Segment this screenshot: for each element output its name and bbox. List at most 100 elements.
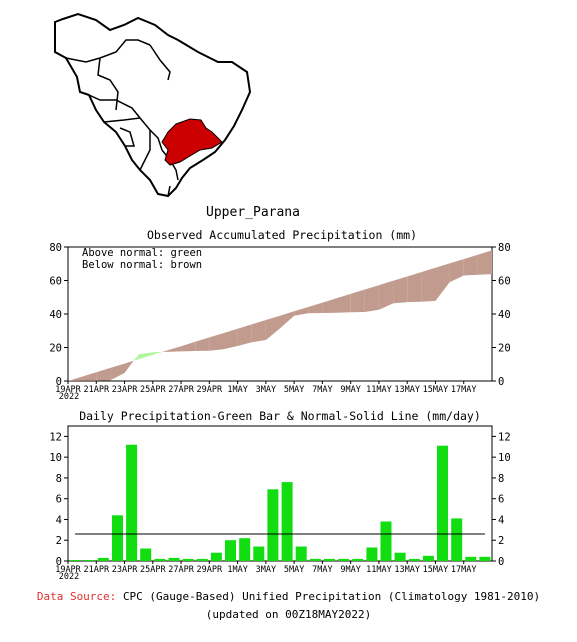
acc-x-label: 13MAY xyxy=(394,385,420,395)
acc-x-label: 1MAY xyxy=(227,385,247,395)
acc-x-label: 25APR xyxy=(140,385,166,395)
daily-y-label: 4 xyxy=(56,514,62,526)
acc-y-label: 40 xyxy=(49,309,62,321)
acc-y-label: 60 xyxy=(49,276,62,288)
daily-x-label: 25APR xyxy=(140,565,166,575)
daily-bar xyxy=(366,547,378,561)
below-normal-area xyxy=(166,346,182,352)
daily-y-label: 12 xyxy=(49,431,62,443)
below-normal-area xyxy=(463,254,478,276)
below-normal-area xyxy=(181,341,196,352)
acc-chart-title: Observed Accumulated Precipitation (mm) xyxy=(147,228,417,242)
acc-y-label: 60 xyxy=(498,276,511,288)
daily-bar xyxy=(338,558,350,561)
below-normal-area xyxy=(294,307,309,316)
updated-line: (updated on 00Z18MAY2022) xyxy=(205,608,372,621)
below-normal-area xyxy=(223,328,238,350)
daily-bar xyxy=(112,515,123,561)
daily-bar xyxy=(394,552,406,561)
daily-x-year: 2022 xyxy=(59,572,79,582)
acc-y-axis: 0 0 20 20 40 40 60 60 80 80 xyxy=(49,242,510,388)
daily-y-axis: 0 0 2 2 4 4 6 6 8 8 10 10 12 12 xyxy=(49,431,510,568)
daily-bar xyxy=(225,540,236,561)
acc-y-label: 20 xyxy=(49,343,62,355)
daily-bar xyxy=(324,558,335,561)
daily-x-label: 7MAY xyxy=(312,565,332,575)
acc-y-label: 20 xyxy=(498,343,511,355)
below-normal-area xyxy=(336,293,351,313)
daily-bar xyxy=(83,560,95,561)
daily-x-axis: 19APR 21APR 23APR 25APR 27APR 29APR 1MAY 3MAY 5M… xyxy=(55,561,477,575)
daily-y-label: 8 xyxy=(498,473,504,485)
daily-y-label: 4 xyxy=(498,514,504,526)
acc-x-label: 19APR xyxy=(55,385,81,395)
acc-y-label: 80 xyxy=(49,242,62,254)
below-normal-area xyxy=(378,280,394,310)
acc-y-label: 40 xyxy=(498,309,511,321)
daily-bar xyxy=(154,558,166,561)
below-normal-area xyxy=(407,272,422,303)
daily-x-label: 19APR xyxy=(55,565,81,575)
daily-x-label: 17MAY xyxy=(451,565,477,575)
daily-x-label: 3MAY xyxy=(256,565,276,575)
below-normal-area xyxy=(110,363,125,381)
below-normal-area xyxy=(162,350,167,352)
above-normal-area xyxy=(152,352,163,355)
daily-bar xyxy=(437,445,448,561)
data-source-label: Data Source: xyxy=(36,590,117,603)
daily-bar xyxy=(253,546,265,561)
daily-y-label: 8 xyxy=(56,473,62,485)
daily-bar xyxy=(126,444,138,561)
daily-bar xyxy=(69,560,81,561)
daily-bar xyxy=(352,558,364,561)
daily-bar xyxy=(295,546,307,561)
daily-bar xyxy=(267,489,279,561)
daily-x-label: 27APR xyxy=(168,565,194,575)
daily-bar xyxy=(210,552,222,561)
daily-bar xyxy=(168,557,180,561)
daily-y-label: 6 xyxy=(498,494,504,506)
below-normal-area xyxy=(350,289,365,313)
daily-chart-title: Daily Precipitation-Green Bar & Normal-S… xyxy=(79,409,481,423)
daily-bar xyxy=(380,521,392,561)
below-normal-area xyxy=(308,302,323,314)
daily-bar xyxy=(451,518,463,561)
daily-x-label: 13MAY xyxy=(394,565,420,575)
daily-y-label: 0 xyxy=(498,556,504,568)
acc-x-label: 9MAY xyxy=(340,385,360,395)
daily-y-label: 12 xyxy=(498,431,511,443)
daily-y-label: 2 xyxy=(498,535,504,547)
daily-bar xyxy=(309,558,321,561)
acc-x-label: 29APR xyxy=(197,385,223,395)
above-normal-area xyxy=(138,352,153,360)
daily-y-label: 10 xyxy=(498,452,511,464)
daily-y-label: 10 xyxy=(49,452,62,464)
daily-bar xyxy=(140,548,152,561)
below-normal-area xyxy=(96,367,111,381)
data-source-line: Data Source: CPC (Gauge-Based) Unified P… xyxy=(0,590,577,603)
daily-bar xyxy=(281,482,293,561)
acc-x-label: 21APR xyxy=(83,385,109,395)
acc-x-year: 2022 xyxy=(59,392,79,402)
below-normal-area xyxy=(449,259,464,283)
daily-bar xyxy=(182,558,194,561)
daily-x-label: 9MAY xyxy=(340,565,360,575)
acc-areas xyxy=(68,250,492,381)
below-normal-area xyxy=(251,320,266,343)
acc-x-label: 17MAY xyxy=(451,385,477,395)
below-normal-area xyxy=(435,263,450,301)
daily-bar xyxy=(97,557,109,561)
daily-bar xyxy=(479,556,491,561)
below-normal-area xyxy=(68,376,83,381)
daily-bar xyxy=(408,558,420,561)
acc-x-label: 27APR xyxy=(168,385,194,395)
data-source-text: CPC (Gauge-Based) Unified Precipitation … xyxy=(122,590,541,603)
below-normal-area xyxy=(265,315,280,340)
continent-outline xyxy=(54,12,252,198)
acc-y-label: 80 xyxy=(498,242,511,254)
below-normal-area xyxy=(477,250,492,275)
below-normal-area xyxy=(195,337,210,351)
daily-bar xyxy=(422,555,434,561)
acc-x-label: 5MAY xyxy=(284,385,304,395)
